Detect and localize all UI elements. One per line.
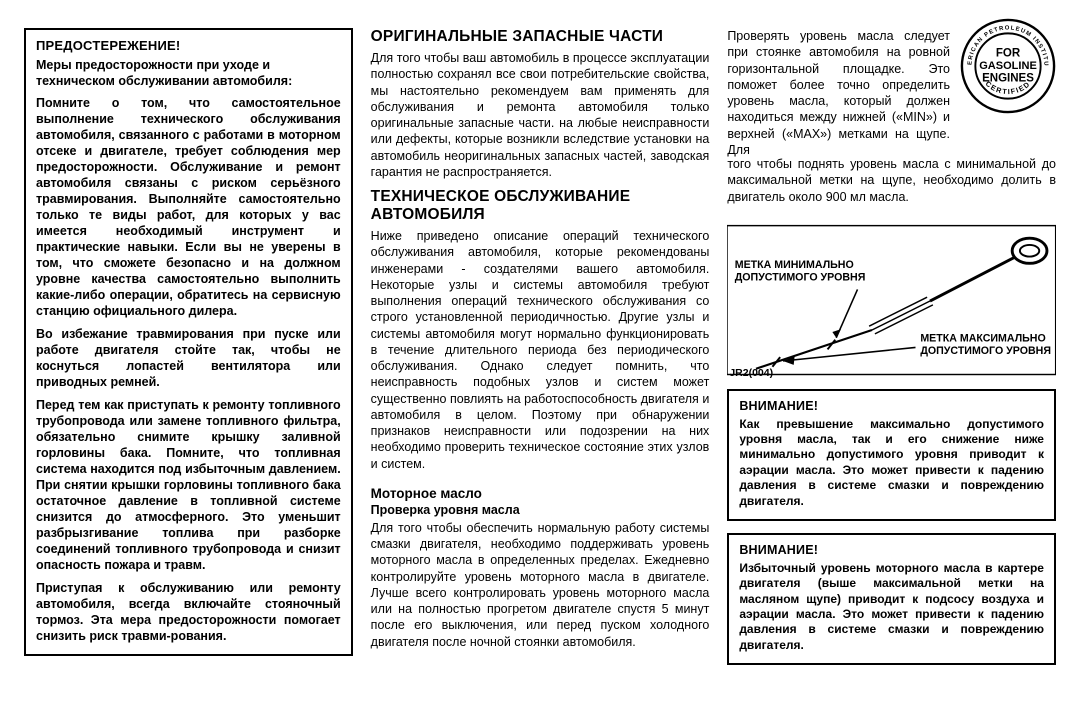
caution-p1: Помните о том, что самостоятельное выпол… xyxy=(36,95,341,319)
caution-p2: Во избежание травмирования при пуске или… xyxy=(36,326,341,390)
oil-level-text-wrap: Проверять уровень масла следует при стоя… xyxy=(727,28,950,158)
badge-line2: GASOLINE xyxy=(979,60,1037,72)
badge-line1: FOR xyxy=(996,47,1021,59)
caution-subtitle: Меры предосторожности при уходе и технич… xyxy=(36,57,341,89)
sec-parts-body: Для того чтобы ваш автомобиль в процессе… xyxy=(371,50,710,180)
dip-min-l2: ДОПУСТИМОГО УРОВНЯ xyxy=(735,271,866,283)
oil-body: Для того чтобы обеспечить нормальную раб… xyxy=(371,520,710,650)
dip-max-l2: ДОПУСТИМОГО УРОВНЯ xyxy=(921,345,1052,357)
warning-box-2: ВНИМАНИЕ! Избыточный уровень моторного м… xyxy=(727,533,1056,665)
caution-p4: Приступая к обслуживанию или ремонту авт… xyxy=(36,580,341,644)
oil-h3: Проверка уровня масла xyxy=(371,503,710,517)
api-badge: AMERICAN PETROLEUM INSTITUTE FOR GASOLIN… xyxy=(960,18,1056,114)
warn2-body: Избыточный уровень моторного масла в кар… xyxy=(739,561,1044,653)
sec-parts-title: ОРИГИНАЛЬНЫЕ ЗАПАСНЫЕ ЧАСТИ xyxy=(371,28,710,46)
dip-min-l1: МЕТКА МИНИМАЛЬНО xyxy=(735,259,854,271)
warn1-title: ВНИМАНИЕ! xyxy=(739,399,1044,413)
caution-title: ПРЕДОСТЕРЕЖЕНИЕ! xyxy=(36,38,341,53)
column-1: ПРЕДОСТЕРЕЖЕНИЕ! Меры предосторожности п… xyxy=(24,28,353,687)
caution-p3: Перед тем как приступать к ремонту топли… xyxy=(36,397,341,573)
oil-level-cont: того чтобы поднять уровень масла с миним… xyxy=(727,156,1056,205)
dipstick-diagram: МЕТКА МИНИМАЛЬНО ДОПУСТИМОГО УРОВНЯ МЕТК… xyxy=(727,223,1056,381)
column-2: ОРИГИНАЛЬНЫЕ ЗАПАСНЫЕ ЧАСТИ Для того что… xyxy=(371,28,710,687)
oil-h2: Моторное масло xyxy=(371,486,710,501)
warn2-title: ВНИМАНИЕ! xyxy=(739,543,1044,557)
col3-top-row: Проверять уровень масла следует при стоя… xyxy=(727,28,1056,158)
sec-maint-title: ТЕХНИЧЕСКОЕ ОБСЛУЖИВАНИЕ АВТОМОБИЛЯ xyxy=(371,188,710,224)
sec-maint-body: Ниже приведено описание операций техниче… xyxy=(371,228,710,472)
column-3: Проверять уровень масла следует при стоя… xyxy=(727,28,1056,687)
dip-max-l1: МЕТКА МАКСИМАЛЬНО xyxy=(921,332,1046,344)
diagram-code: JR2(004) xyxy=(729,367,773,379)
warn1-body: Как превышение максимально допустимого у… xyxy=(739,417,1044,509)
warning-box-1: ВНИМАНИЕ! Как превышение максимально доп… xyxy=(727,389,1056,521)
caution-box: ПРЕДОСТЕРЕЖЕНИЕ! Меры предосторожности п… xyxy=(24,28,353,656)
